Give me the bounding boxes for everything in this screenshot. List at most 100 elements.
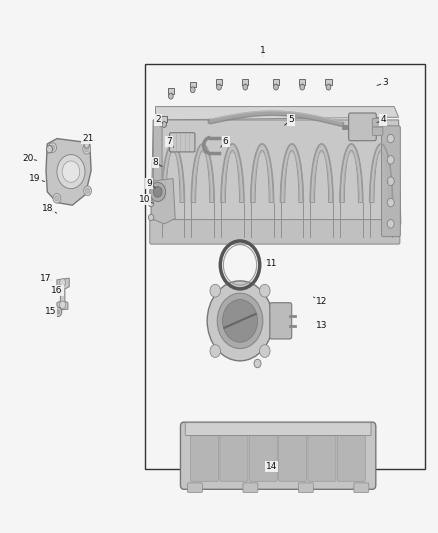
- Circle shape: [56, 310, 60, 314]
- Circle shape: [260, 345, 270, 358]
- FancyBboxPatch shape: [299, 79, 305, 85]
- FancyBboxPatch shape: [150, 220, 400, 244]
- Circle shape: [85, 188, 90, 193]
- Text: 2: 2: [155, 116, 160, 124]
- FancyBboxPatch shape: [243, 483, 258, 492]
- Circle shape: [243, 84, 248, 90]
- Circle shape: [217, 293, 263, 349]
- FancyBboxPatch shape: [372, 118, 383, 127]
- Circle shape: [326, 84, 331, 90]
- Circle shape: [223, 300, 258, 342]
- Bar: [145, 64, 425, 469]
- Circle shape: [162, 122, 166, 127]
- FancyBboxPatch shape: [220, 435, 248, 481]
- Text: 16: 16: [51, 286, 63, 295]
- Circle shape: [84, 142, 89, 148]
- Polygon shape: [151, 120, 401, 237]
- Text: 15: 15: [45, 308, 56, 316]
- Circle shape: [210, 284, 220, 297]
- Text: 12: 12: [316, 297, 328, 305]
- Polygon shape: [221, 144, 244, 203]
- FancyBboxPatch shape: [242, 79, 248, 85]
- Circle shape: [57, 155, 85, 189]
- Circle shape: [53, 193, 61, 203]
- Text: 21: 21: [82, 134, 93, 143]
- FancyBboxPatch shape: [216, 79, 222, 85]
- Text: 14: 14: [266, 462, 277, 471]
- FancyBboxPatch shape: [187, 483, 202, 492]
- Circle shape: [190, 87, 195, 93]
- Circle shape: [216, 84, 221, 90]
- FancyBboxPatch shape: [308, 435, 336, 481]
- Text: 18: 18: [42, 205, 54, 213]
- FancyBboxPatch shape: [185, 423, 371, 435]
- Circle shape: [85, 147, 89, 152]
- Text: 10: 10: [139, 196, 150, 204]
- Circle shape: [54, 307, 62, 317]
- Text: 4: 4: [381, 116, 386, 124]
- Circle shape: [168, 93, 173, 99]
- Circle shape: [50, 145, 55, 150]
- Circle shape: [387, 156, 394, 164]
- Polygon shape: [155, 107, 399, 120]
- Circle shape: [46, 146, 53, 153]
- Circle shape: [387, 134, 394, 143]
- Text: 3: 3: [382, 78, 389, 87]
- Circle shape: [148, 200, 154, 207]
- FancyBboxPatch shape: [170, 133, 195, 152]
- FancyBboxPatch shape: [354, 483, 369, 492]
- FancyBboxPatch shape: [325, 79, 332, 85]
- Circle shape: [148, 181, 154, 187]
- Circle shape: [210, 345, 220, 358]
- Circle shape: [300, 84, 304, 90]
- Polygon shape: [162, 144, 184, 203]
- Text: 11: 11: [266, 260, 277, 268]
- Text: 7: 7: [166, 137, 172, 146]
- Circle shape: [254, 359, 261, 368]
- Circle shape: [84, 186, 92, 196]
- Circle shape: [153, 187, 162, 197]
- FancyBboxPatch shape: [337, 435, 365, 481]
- FancyBboxPatch shape: [270, 303, 292, 339]
- Circle shape: [49, 143, 57, 152]
- Polygon shape: [280, 144, 303, 203]
- Circle shape: [387, 177, 394, 185]
- FancyBboxPatch shape: [191, 435, 219, 481]
- FancyBboxPatch shape: [349, 113, 376, 141]
- Circle shape: [62, 161, 80, 182]
- Polygon shape: [191, 144, 214, 203]
- Polygon shape: [251, 144, 274, 203]
- Polygon shape: [310, 144, 333, 203]
- FancyBboxPatch shape: [180, 422, 376, 489]
- FancyBboxPatch shape: [372, 127, 383, 135]
- Polygon shape: [153, 120, 162, 237]
- Text: 5: 5: [288, 116, 294, 124]
- Circle shape: [148, 214, 154, 221]
- Polygon shape: [340, 144, 363, 203]
- FancyBboxPatch shape: [298, 483, 313, 492]
- Polygon shape: [151, 179, 175, 224]
- Circle shape: [273, 84, 279, 90]
- FancyBboxPatch shape: [249, 435, 277, 481]
- Text: 20: 20: [22, 154, 33, 163]
- Text: 1: 1: [260, 46, 266, 55]
- Circle shape: [60, 301, 66, 309]
- FancyBboxPatch shape: [279, 435, 307, 481]
- Polygon shape: [370, 144, 392, 203]
- Polygon shape: [57, 278, 69, 310]
- FancyBboxPatch shape: [273, 79, 279, 85]
- Polygon shape: [46, 139, 91, 205]
- FancyBboxPatch shape: [168, 88, 174, 94]
- FancyBboxPatch shape: [190, 82, 196, 87]
- Text: 8: 8: [152, 158, 159, 167]
- Circle shape: [207, 281, 273, 361]
- Circle shape: [387, 198, 394, 207]
- FancyBboxPatch shape: [161, 117, 167, 122]
- Text: 13: 13: [316, 321, 328, 329]
- Circle shape: [60, 279, 66, 286]
- Circle shape: [55, 196, 59, 201]
- Text: 19: 19: [29, 174, 41, 183]
- Text: 9: 9: [146, 180, 152, 188]
- Circle shape: [150, 182, 166, 201]
- Circle shape: [260, 284, 270, 297]
